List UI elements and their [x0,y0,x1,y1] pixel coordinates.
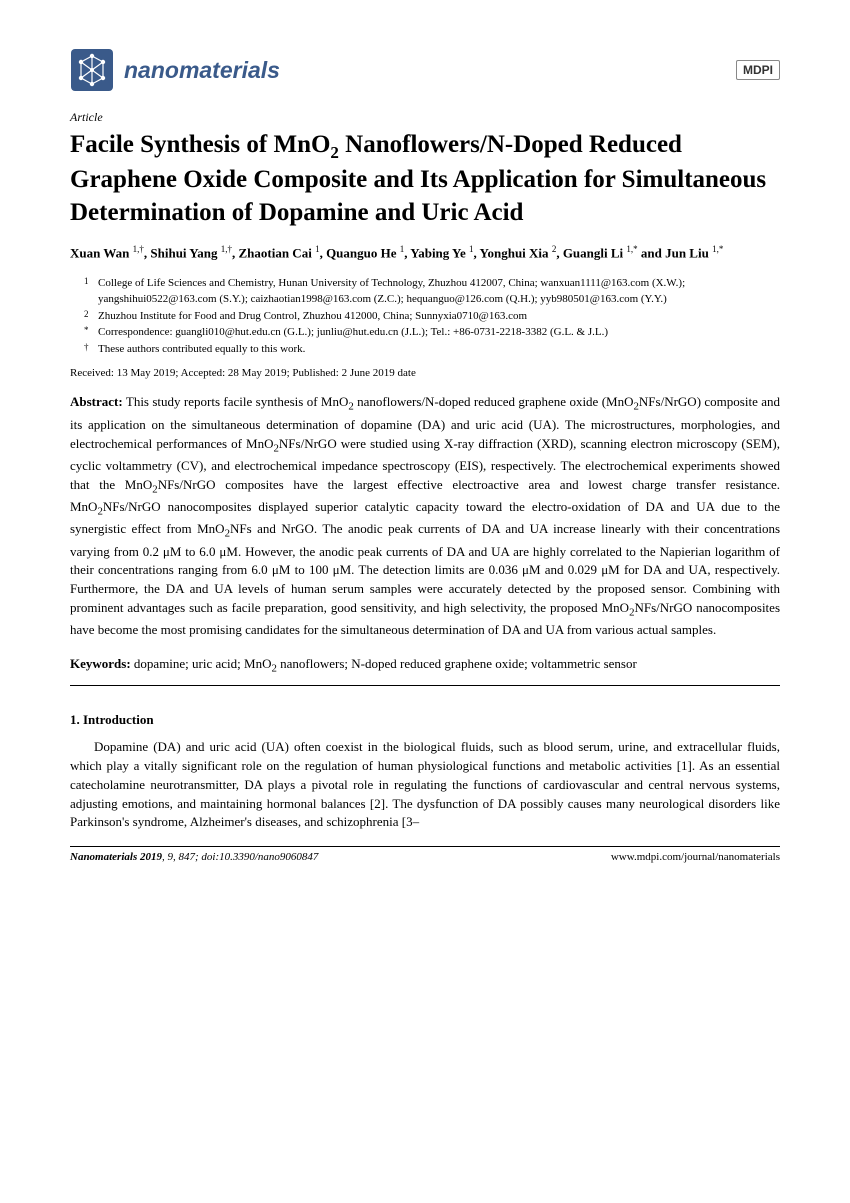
authors: Xuan Wan 1,†, Shihui Yang 1,†, Zhaotian … [70,243,780,263]
article-title: Facile Synthesis of MnO2 Nanoflowers/N-D… [70,129,780,229]
abstract-text: This study reports facile synthesis of M… [70,394,780,637]
footer-citation: Nanomaterials 2019, 9, 847; doi:10.3390/… [70,851,318,863]
keywords: Keywords: dopamine; uric acid; MnO2 nano… [70,654,780,677]
publisher-logo: MDPI [736,60,780,80]
article-type: Article [70,110,780,125]
abstract: Abstract: This study reports facile synt… [70,393,780,640]
divider [70,685,780,686]
section-heading-introduction: 1. Introduction [70,712,780,728]
journal-name: nanomaterials [124,57,280,84]
abstract-label: Abstract: [70,394,123,409]
journal-logo-icon [70,48,114,92]
header: nanomaterials MDPI [70,48,780,92]
introduction-paragraph: Dopamine (DA) and uric acid (UA) often c… [70,738,780,832]
affiliation-1: 1 College of Life Sciences and Chemistry… [84,275,780,308]
affiliation-2: 2 Zhuzhou Institute for Food and Drug Co… [84,308,780,325]
footer: Nanomaterials 2019, 9, 847; doi:10.3390/… [70,846,780,863]
keywords-label: Keywords: [70,656,131,671]
affiliation-equal: † These authors contributed equally to t… [84,341,780,358]
journal-brand: nanomaterials [70,48,280,92]
affiliations: 1 College of Life Sciences and Chemistry… [70,275,780,358]
affiliation-correspondence: * Correspondence: guangli010@hut.edu.cn … [84,324,780,341]
footer-url: www.mdpi.com/journal/nanomaterials [611,851,780,863]
keywords-text: dopamine; uric acid; MnO2 nanoflowers; N… [134,656,637,671]
publication-dates: Received: 13 May 2019; Accepted: 28 May … [70,367,780,379]
